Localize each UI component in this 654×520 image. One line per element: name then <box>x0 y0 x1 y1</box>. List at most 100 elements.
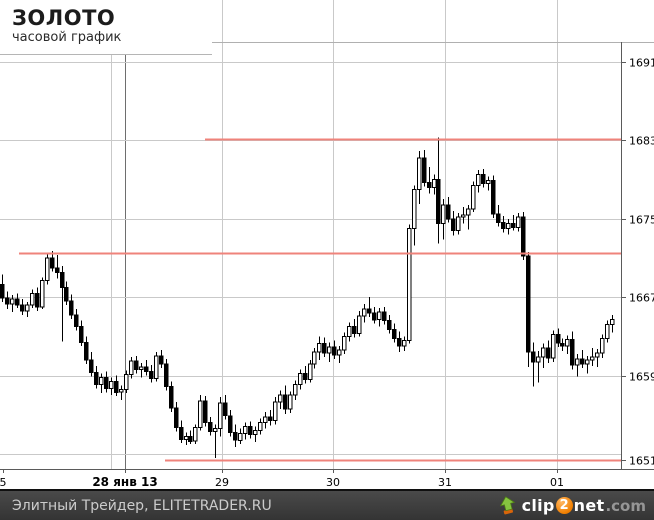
candle-body <box>471 185 476 210</box>
candle-body <box>89 359 94 374</box>
candle-body <box>109 381 114 389</box>
candle-body <box>461 214 466 218</box>
candle-body <box>193 427 198 442</box>
candle-body <box>466 208 471 216</box>
logo-text-com: .com <box>605 496 646 515</box>
candle-body <box>506 223 511 230</box>
candle-body <box>322 342 327 354</box>
x-axis-label: 28 янв 13 <box>92 475 157 489</box>
candle-body <box>476 174 481 186</box>
candle-body <box>144 366 149 373</box>
candle-body <box>600 337 605 354</box>
candle-body <box>531 351 536 363</box>
candle-body <box>74 314 79 328</box>
candle-body <box>114 381 119 393</box>
candle-body <box>283 394 288 410</box>
candle-body <box>407 228 412 341</box>
candle-body <box>203 400 208 424</box>
candle-body <box>99 377 104 386</box>
candle-body <box>551 333 556 359</box>
candle-body <box>273 401 278 422</box>
logo-text-net: net <box>573 496 605 515</box>
candle-body <box>35 292 40 308</box>
candle-body <box>511 223 516 229</box>
candle-body <box>288 394 293 410</box>
candle-body <box>124 374 129 390</box>
candle-body <box>64 286 69 302</box>
candle-body <box>417 157 422 190</box>
candle-body <box>104 377 109 389</box>
candle-body <box>412 188 417 230</box>
candle-body <box>79 326 84 343</box>
candle-body <box>40 280 45 308</box>
clip2net-logo[interactable]: clip 2 net .com <box>498 495 654 516</box>
candle-body <box>169 385 174 409</box>
site-credit-label: Элитный Трейдер, ELITETRADER.RU <box>12 497 272 514</box>
candle-body <box>397 337 402 347</box>
candle-body <box>570 338 575 366</box>
candle-body <box>541 347 546 358</box>
candle-body <box>521 216 526 257</box>
candle-body <box>218 402 223 429</box>
candle-body <box>446 204 451 220</box>
candle-body <box>159 355 164 365</box>
candle-body <box>560 342 565 347</box>
candle-body <box>129 360 134 376</box>
candle-body <box>84 341 89 361</box>
candle-body <box>422 157 427 183</box>
candle-body <box>347 326 352 337</box>
candle-body <box>308 363 313 380</box>
candle-body <box>496 213 501 224</box>
candle-body <box>119 388 124 393</box>
candle-body <box>387 320 392 331</box>
y-axis-label: 1667 <box>629 292 654 305</box>
candle-body <box>382 311 387 322</box>
candle-body <box>154 355 159 379</box>
y-axis-label: 1659 <box>629 371 654 384</box>
candle-body <box>208 422 213 432</box>
candle-body <box>94 372 99 386</box>
candle-body <box>402 339 407 347</box>
candle-body <box>580 358 585 365</box>
y-axis-label: 1683 <box>629 135 654 148</box>
candle-body <box>60 272 65 288</box>
candle-body <box>546 347 551 359</box>
candle-body <box>248 426 253 435</box>
candle-body <box>610 319 615 326</box>
candle-body <box>20 304 25 312</box>
candle-body <box>317 342 322 353</box>
candle-body <box>45 257 50 281</box>
candle-body <box>377 311 382 321</box>
candle-body <box>536 356 541 363</box>
upload-arrow-icon <box>499 495 515 514</box>
candle-body <box>50 257 55 269</box>
candle-body <box>223 402 228 417</box>
candle-body <box>441 204 446 225</box>
candle-body <box>278 394 283 403</box>
footer-bar: Элитный Трейдер, ELITETRADER.RU clip 2 net… <box>0 489 654 520</box>
candle-body <box>69 300 74 316</box>
candle-body <box>427 182 432 188</box>
candle-body <box>501 222 506 230</box>
candle-body <box>149 371 154 380</box>
candle-body <box>139 366 144 371</box>
candle-body <box>337 349 342 356</box>
candle-body <box>436 179 441 225</box>
candle-body <box>258 422 263 431</box>
candle-body <box>233 431 238 441</box>
candle-body <box>243 426 248 435</box>
candle-body <box>372 312 377 321</box>
candle-body <box>298 373 303 385</box>
candle-body <box>268 416 273 422</box>
candle-body <box>188 435 193 442</box>
logo-text-clip: clip <box>521 496 555 515</box>
candle-body <box>174 407 179 428</box>
candle-body <box>605 324 610 339</box>
candle-body <box>5 297 10 305</box>
candle-body <box>367 308 372 314</box>
candle-body <box>516 216 521 229</box>
candle-body <box>526 255 531 353</box>
price-chart-canvas[interactable]: 1691 1683 1675 1667 1659 1651 5 28 янв 13 29 30 31… <box>0 0 654 489</box>
candle-body <box>352 326 357 335</box>
candle-body <box>263 416 268 424</box>
